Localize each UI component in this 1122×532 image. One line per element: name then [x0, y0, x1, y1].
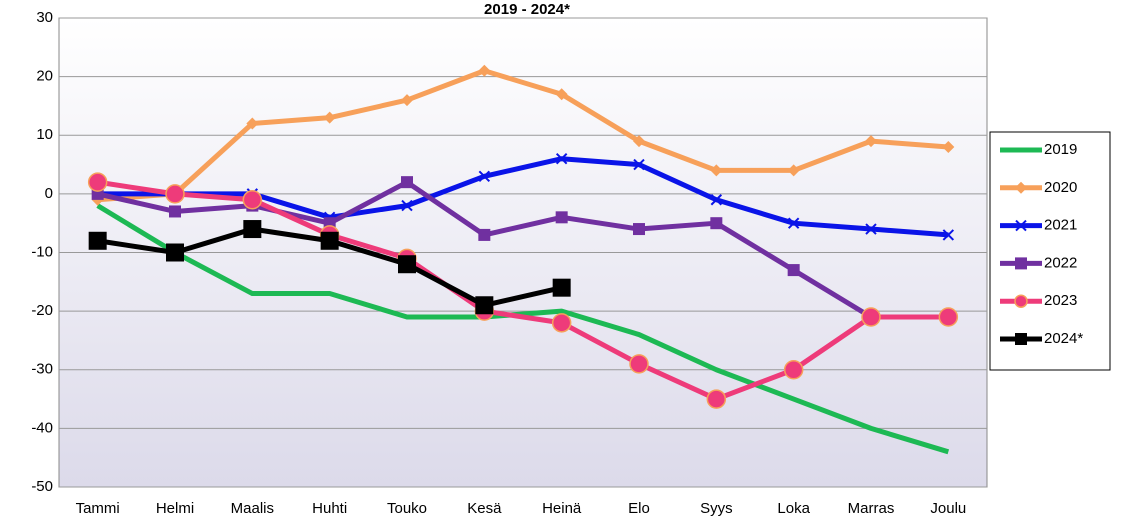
marker	[166, 243, 184, 262]
legend-marker	[1014, 294, 1028, 308]
marker	[551, 313, 572, 333]
marker	[783, 360, 804, 380]
marker	[401, 94, 413, 107]
y-tick-label: -30	[31, 361, 53, 378]
marker	[710, 217, 723, 230]
legend-marker	[1015, 219, 1027, 232]
legend-label: 2020	[1044, 179, 1077, 196]
marker	[706, 389, 727, 409]
y-tick-label: 0	[45, 185, 53, 202]
legend-label: 2021	[1044, 217, 1077, 234]
marker	[865, 223, 877, 235]
x-tick-label: Huhti	[312, 500, 347, 517]
y-tick-label: -50	[31, 478, 53, 495]
marker	[401, 199, 413, 212]
x-tick-label: Elo	[628, 500, 650, 517]
legend-label: 2023	[1044, 292, 1077, 309]
marker	[555, 211, 568, 224]
x-tick-label: Touko	[387, 500, 427, 517]
marker	[478, 228, 491, 241]
marker	[242, 189, 263, 210]
x-tick-label: Tammi	[76, 500, 120, 517]
x-tick-label: Marras	[848, 500, 895, 517]
marker	[787, 264, 800, 277]
x-tick-label: Maalis	[231, 500, 274, 517]
marker	[401, 176, 413, 189]
line	[97, 179, 949, 320]
marker	[633, 135, 645, 148]
legend-marker	[1015, 181, 1027, 194]
x-tick-label: Helmi	[156, 500, 194, 517]
chart-title: 2019 - 2024*	[484, 1, 570, 18]
marker	[633, 158, 645, 171]
legend-marker	[1015, 257, 1027, 270]
legend-marker	[1015, 333, 1027, 345]
line	[97, 68, 949, 203]
marker	[938, 307, 959, 327]
marker	[555, 88, 568, 101]
line	[97, 156, 949, 238]
marker	[710, 164, 723, 177]
x-tick-label: Joulu	[930, 500, 966, 517]
marker	[633, 223, 645, 236]
marker	[243, 220, 262, 239]
marker	[88, 231, 107, 250]
marker	[552, 278, 571, 297]
marker	[478, 170, 491, 182]
line	[97, 179, 949, 402]
y-tick-label: 20	[36, 68, 53, 85]
marker	[787, 164, 800, 177]
x-tick-label: Loka	[777, 500, 810, 517]
marker	[323, 111, 336, 124]
x-tick-label: Heinä	[542, 500, 582, 517]
marker	[398, 255, 416, 274]
x-tick-label: Syys	[700, 500, 733, 517]
y-tick-label: 30	[36, 9, 53, 26]
legend-label: 2024*	[1044, 330, 1083, 347]
marker	[169, 205, 181, 218]
marker	[475, 296, 494, 315]
marker	[710, 194, 723, 206]
marker	[87, 172, 108, 192]
y-tick-label: -40	[31, 419, 53, 436]
marker	[942, 140, 955, 153]
marker	[478, 64, 491, 77]
marker	[861, 307, 881, 327]
legend-label: 2019	[1044, 141, 1077, 158]
marker	[165, 184, 185, 204]
legend-label: 2022	[1044, 254, 1077, 271]
x-tick-label: Kesä	[467, 500, 502, 517]
marker	[865, 135, 877, 148]
y-tick-label: -10	[31, 243, 53, 260]
line	[96, 203, 950, 455]
legend	[989, 131, 1111, 371]
y-tick-label: -20	[31, 302, 53, 319]
marker	[787, 217, 800, 229]
marker	[246, 117, 259, 130]
marker	[942, 229, 955, 241]
marker	[629, 354, 649, 374]
marker	[320, 231, 339, 250]
y-tick-label: 10	[36, 126, 53, 143]
marker	[555, 152, 568, 165]
